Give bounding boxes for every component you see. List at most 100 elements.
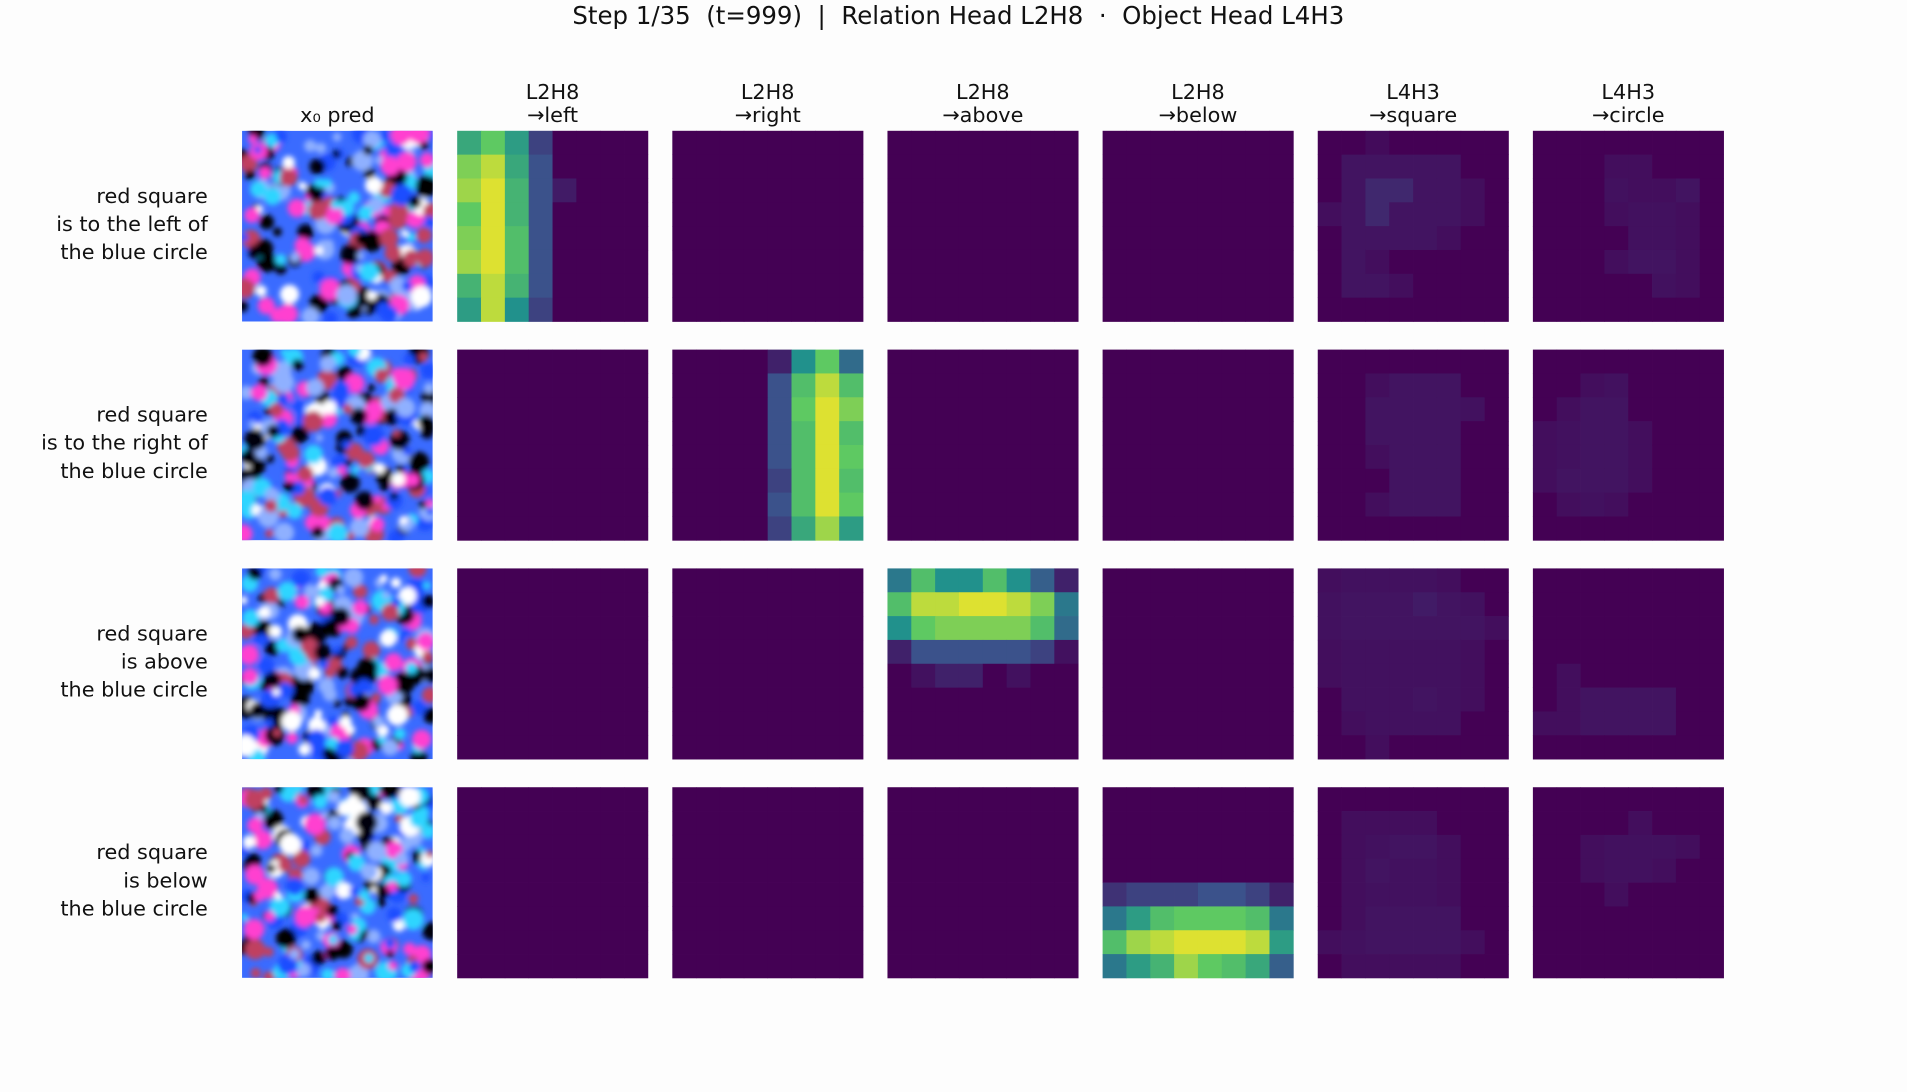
- heatmap-cell: [1341, 687, 1366, 712]
- heatmap-cell: [1054, 616, 1079, 641]
- heatmap-cell: [672, 154, 697, 179]
- heatmap-cell: [600, 249, 625, 275]
- heatmap-cell: [767, 616, 792, 641]
- noise-blob: [373, 494, 382, 503]
- noise-blob: [277, 303, 299, 322]
- heatmap-cell: [1126, 639, 1151, 665]
- noise-blob: [315, 911, 327, 923]
- heatmap-cell: [911, 787, 936, 812]
- heatmap-cell: [1675, 568, 1701, 593]
- noise-blob: [381, 739, 399, 756]
- heatmap-cell: [887, 592, 912, 617]
- heatmap-cell: [1436, 663, 1462, 688]
- heatmap-cell: [815, 297, 840, 322]
- noise-blob: [419, 401, 433, 419]
- heatmap-cell: [1269, 616, 1294, 641]
- heatmap-cell: [481, 616, 506, 641]
- heatmap-cell: [672, 906, 697, 931]
- heatmap-cell: [791, 421, 816, 446]
- heatmap-cell: [839, 373, 864, 398]
- heatmap-cell: [1006, 130, 1031, 156]
- noise-blob: [422, 922, 433, 941]
- heatmap-cell: [1436, 954, 1462, 979]
- heatmap-cell: [1341, 516, 1366, 541]
- heatmap-cell: [1628, 421, 1653, 446]
- heatmap-cell: [911, 592, 936, 617]
- heatmap-cell: [887, 130, 912, 156]
- heatmap-cell: [696, 154, 721, 179]
- noise-blob: [419, 152, 433, 168]
- noise-blob: [412, 856, 421, 864]
- heatmap-cell: [911, 711, 936, 736]
- heatmap-cell: [624, 568, 649, 593]
- heatmap-cell: [1030, 397, 1055, 422]
- heatmap-cell: [624, 373, 649, 398]
- noise-blob: [306, 378, 324, 397]
- heatmap-cell: [576, 273, 601, 299]
- noise-blob: [308, 200, 328, 220]
- heatmap-cell: [1556, 249, 1581, 275]
- heatmap-cell: [1652, 687, 1677, 712]
- noise-blob: [320, 660, 329, 669]
- heatmap-cell: [1317, 954, 1342, 979]
- heatmap-cell: [767, 130, 792, 156]
- heatmap-cell: [839, 568, 864, 593]
- heatmap-cell: [887, 568, 912, 593]
- heatmap-cell: [1174, 492, 1199, 517]
- heatmap-cell: [982, 882, 1008, 907]
- heatmap-cell: [1245, 568, 1270, 593]
- heatmap-cell: [1652, 592, 1677, 617]
- noise-blob: [342, 403, 353, 414]
- noise-blob: [243, 918, 265, 940]
- heatmap-cell: [815, 687, 840, 712]
- heatmap-cell: [1556, 468, 1581, 493]
- heatmap-cell: [1126, 154, 1151, 179]
- heatmap-cell: [1221, 297, 1246, 322]
- heatmap-cell: [1484, 882, 1509, 907]
- heatmap-cell: [457, 711, 482, 736]
- heatmap-cell: [504, 249, 530, 275]
- heatmap-cell: [1221, 687, 1246, 712]
- heatmap-cell: [1604, 639, 1629, 665]
- heatmap-cell: [1317, 492, 1342, 517]
- heatmap-cell: [696, 592, 721, 617]
- heatmap-cell: [1580, 954, 1605, 979]
- heatmap-cell: [1604, 834, 1629, 860]
- heatmap-cell: [1006, 468, 1031, 493]
- heatmap-cell: [1628, 834, 1653, 860]
- heatmap-cell: [887, 954, 912, 979]
- heatmap-cell: [528, 711, 553, 736]
- heatmap-cell: [982, 858, 1008, 883]
- heatmap-cell: [719, 735, 745, 760]
- noise-blob: [242, 233, 249, 242]
- heatmap-cell: [672, 297, 697, 322]
- noise-blob: [409, 960, 422, 973]
- heatmap-cell: [504, 735, 530, 760]
- heatmap-cell: [1006, 930, 1031, 955]
- heatmap-cell: [743, 639, 769, 665]
- heatmap-cell: [576, 202, 601, 227]
- heatmap-cell: [1675, 687, 1701, 712]
- heatmap-cell: [743, 787, 769, 812]
- heatmap-cell: [552, 273, 577, 299]
- heatmap-cell: [576, 568, 601, 593]
- heatmap-cell: [767, 711, 792, 736]
- heatmap-cell: [696, 373, 721, 398]
- heatmap-cell: [1460, 687, 1485, 712]
- noise-blob: [363, 145, 373, 156]
- heatmap-cell: [1413, 711, 1438, 736]
- heatmap-cell: [743, 397, 769, 422]
- heatmap-cell: [839, 421, 864, 446]
- heatmap-cell: [935, 202, 960, 227]
- heatmap-cell: [1341, 130, 1366, 156]
- heatmap-cell: [576, 639, 601, 665]
- heatmap-cell: [935, 249, 960, 275]
- heatmap-cell: [887, 834, 912, 860]
- heatmap-cell: [1030, 249, 1055, 275]
- heatmap-cell: [1628, 202, 1653, 227]
- heatmap-cell: [1269, 930, 1294, 955]
- heatmap-cell: [1580, 421, 1605, 446]
- heatmap-cell: [528, 858, 553, 883]
- heatmap-cell: [815, 787, 840, 812]
- heatmap-cell: [1006, 273, 1031, 299]
